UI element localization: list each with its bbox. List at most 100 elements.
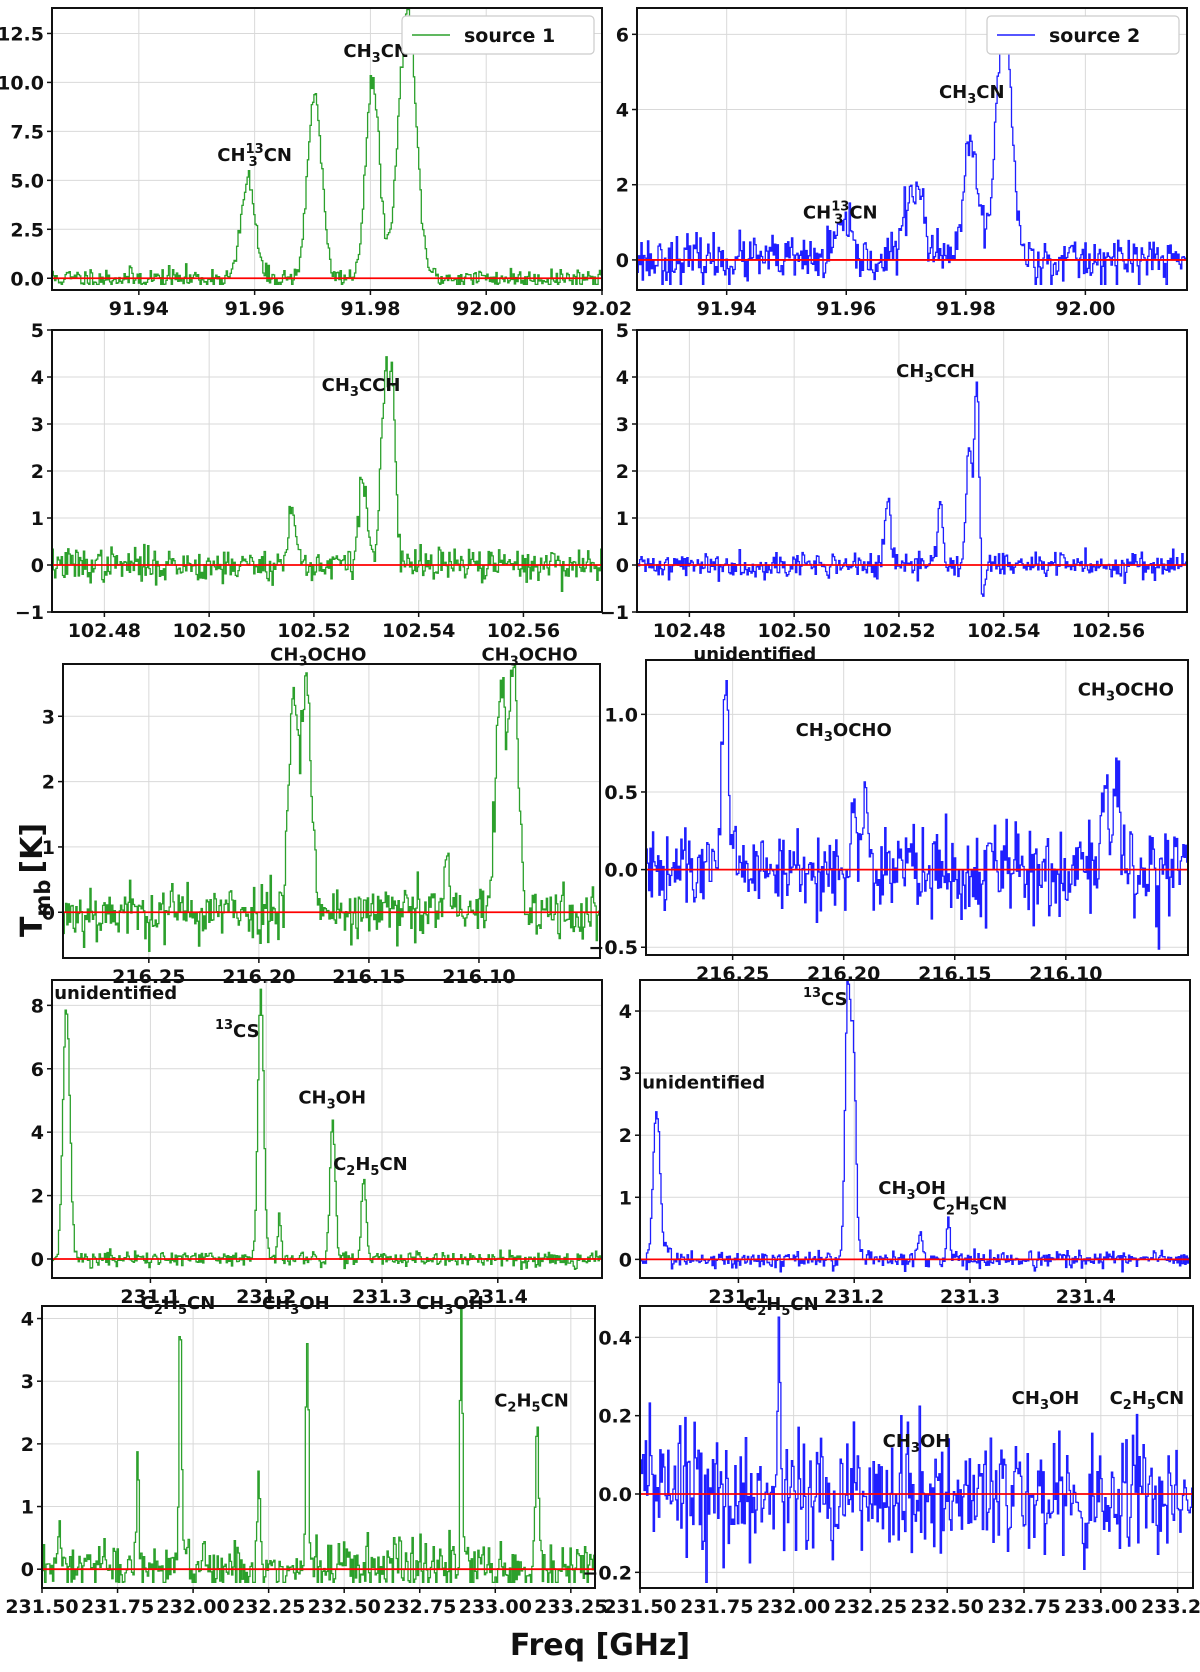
- line-annotation: CH3CCH: [896, 361, 975, 386]
- x-tick-label: 102.54: [967, 620, 1040, 642]
- y-tick-label: 1.0: [604, 704, 638, 726]
- y-tick-label: 3: [21, 1371, 34, 1393]
- x-tick-label: 216.25: [696, 963, 769, 985]
- y-tick-label: 2: [42, 772, 55, 794]
- y-tick-label: 0.0: [10, 268, 44, 290]
- y-tick-label: 2: [21, 1434, 34, 1456]
- x-tick-label: 232.50: [911, 1596, 984, 1618]
- x-tick-label: 216.15: [332, 966, 405, 988]
- x-tick-label: 91.96: [225, 298, 285, 320]
- x-tick-label: 216.20: [807, 963, 880, 985]
- y-tick-label: −0.2: [582, 1562, 632, 1584]
- x-tick-label: 233.00: [1064, 1596, 1137, 1618]
- y-tick-label: 4: [31, 367, 44, 389]
- y-tick-label: −1: [15, 602, 44, 624]
- y-tick-label: 4: [616, 367, 629, 389]
- x-tick-label: 102.48: [653, 620, 726, 642]
- y-tick-label: 0: [21, 1559, 34, 1581]
- x-tick-label: 102.48: [68, 620, 141, 642]
- y-tick-label: 12.5: [0, 23, 44, 45]
- spectrum-line: [51, 8, 602, 286]
- line-annotation: unidentified: [693, 644, 816, 665]
- x-tick-label: 102.56: [1072, 620, 1145, 642]
- line-annotation: C2H5CN: [141, 1293, 216, 1318]
- y-tick-label: 2: [31, 1186, 44, 1208]
- y-tick-label: 6: [616, 24, 629, 46]
- x-tick-label: 231.4: [468, 1286, 528, 1308]
- x-tick-label: 233.25: [1141, 1596, 1200, 1618]
- x-tick-label: 91.98: [936, 298, 996, 320]
- y-axis-label: Tmb[K]: [15, 823, 55, 937]
- y-tick-label: 6: [31, 1059, 44, 1081]
- y-tick-label: 0: [619, 1249, 632, 1271]
- legend: source 1: [401, 15, 595, 55]
- spectrum-line: [639, 980, 1190, 1273]
- line-annotation: C2H5CN: [744, 1294, 819, 1319]
- x-tick-label: 231.50: [5, 1596, 78, 1618]
- spectrum-line: [62, 663, 600, 952]
- spectrum-line: [41, 1305, 595, 1584]
- x-tick-label: 231.1: [120, 1286, 180, 1308]
- x-tick-label: 231.75: [680, 1596, 753, 1618]
- line-annotation: CH3OCHO: [796, 720, 892, 745]
- x-tick-label: 231.4: [1056, 1286, 1116, 1308]
- y-tick-label: 1: [31, 508, 44, 530]
- spectrum-line: [51, 356, 602, 592]
- y-tick-label: 0.0: [598, 1484, 632, 1506]
- x-tick-label: 91.94: [697, 298, 757, 320]
- legend: source 2: [986, 15, 1180, 55]
- line-annotation: 13CS: [803, 986, 848, 1010]
- spectrum-panel: 102.48 102.50 102.52 102.54 102.56 −1 0 1 2 3 4 5 CH…: [15, 320, 603, 642]
- x-tick-label: 102.52: [277, 620, 350, 642]
- line-annotation: C2H5CN: [933, 1194, 1008, 1219]
- spectrum-line: [645, 680, 1188, 950]
- y-tick-label: 1: [619, 1187, 632, 1209]
- spectrum-panel: 102.48 102.50 102.52 102.54 102.56 −1 0 1 2 3 4 5 CH…: [600, 320, 1188, 642]
- y-tick-label: 3: [616, 414, 629, 436]
- x-tick-label: 216.10: [442, 966, 515, 988]
- x-tick-label: 233.25: [534, 1596, 607, 1618]
- axes-frame: [645, 659, 1189, 956]
- axes-frame: [51, 979, 603, 1279]
- x-tick-label: 102.50: [757, 620, 830, 642]
- y-tick-label: 0: [42, 902, 55, 924]
- y-tick-label: 2: [616, 461, 629, 483]
- y-tick-label: 5: [31, 320, 44, 342]
- y-tick-label: 0: [616, 250, 629, 272]
- y-tick-label: 5.0: [10, 170, 44, 192]
- x-tick-label: 216.10: [1029, 963, 1102, 985]
- axes-frame: [62, 663, 601, 959]
- y-tick-label: 0: [31, 555, 44, 577]
- y-tick-label: 1: [616, 508, 629, 530]
- x-tick-label: 91.96: [816, 298, 876, 320]
- x-tick-label: 232.75: [987, 1596, 1060, 1618]
- spectrum-panel: 216.25 216.20 216.15 216.10 0 1 2 3 CH3OCHO CH3OC…: [42, 645, 601, 988]
- y-tick-label: 1: [42, 837, 55, 859]
- y-tick-label: 2.5: [10, 219, 44, 241]
- y-tick-label: 8: [31, 995, 44, 1017]
- line-annotation: CH3OCHO: [1078, 680, 1174, 705]
- legend-label: source 1: [464, 25, 555, 47]
- axes-frame: [51, 7, 603, 291]
- y-tick-label: 3: [31, 414, 44, 436]
- line-annotation: CH3CCH: [322, 375, 401, 400]
- line-annotation: 13CS: [215, 1018, 260, 1042]
- x-tick-label: 102.56: [487, 620, 560, 642]
- x-tick-label: 231.2: [236, 1286, 296, 1308]
- x-tick-label: 102.50: [172, 620, 245, 642]
- line-annotation: unidentified: [642, 1073, 765, 1094]
- y-tick-label: 1: [21, 1497, 34, 1519]
- y-tick-label: 0.5: [604, 782, 638, 804]
- x-axis-label: Freq [GHz]: [510, 1628, 690, 1663]
- spectrum-panel: 231.1 231.2 231.3 231.4 0 1 2 3 4 13CS unidentifie…: [619, 979, 1191, 1308]
- legend-box: [401, 15, 595, 55]
- axes-frame: [639, 979, 1191, 1279]
- y-tick-label: 4: [21, 1309, 34, 1331]
- line-annotation: CH3OH: [416, 1293, 484, 1318]
- x-tick-label: 233.00: [459, 1596, 532, 1618]
- y-tick-label: 2: [616, 175, 629, 197]
- x-tick-label: 232.50: [308, 1596, 381, 1618]
- axes-frame: [636, 7, 1188, 291]
- line-annotation: C2H5CN: [494, 1390, 569, 1415]
- spectrum-panel: 231.50 231.75 232.00 232.25 232.50 232.75 233.…: [582, 1294, 1200, 1618]
